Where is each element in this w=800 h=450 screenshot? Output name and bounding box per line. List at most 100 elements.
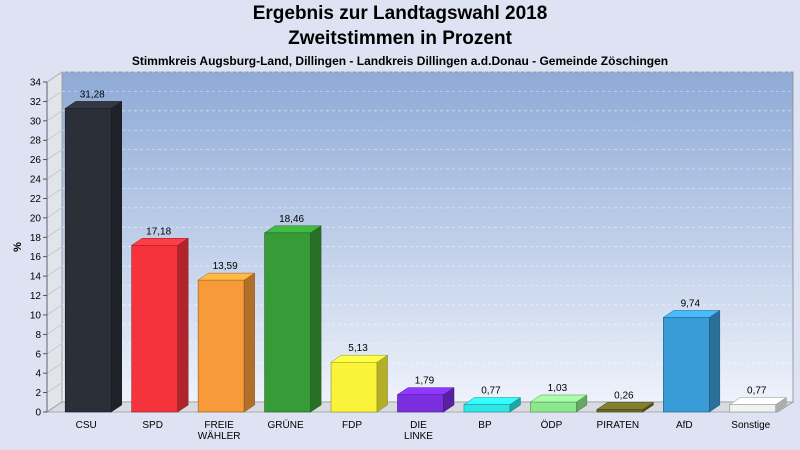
chart-subtitle: Zweitstimmen in Prozent — [288, 28, 512, 49]
gridline-side — [46, 382, 63, 393]
gridline-side — [46, 343, 63, 355]
y-tick-label: 8 — [35, 330, 41, 341]
bar-value-label: 13,59 — [213, 261, 238, 272]
x-tick-label: PIRATEN — [597, 420, 640, 431]
bar — [663, 317, 710, 413]
y-tick-label: 22 — [30, 194, 42, 205]
bar — [596, 409, 644, 413]
gridline-side — [46, 91, 63, 102]
y-tick-label: 34 — [30, 78, 42, 89]
bar-group: 0,77 — [463, 386, 522, 413]
bar-top — [596, 402, 655, 410]
bar-top — [64, 101, 123, 109]
gridline-side — [46, 207, 63, 219]
bar-group: 18,46 — [263, 214, 322, 413]
bar-side — [110, 100, 122, 413]
bar — [64, 108, 112, 413]
gridline-side — [46, 149, 63, 160]
bar-group: 13,59 — [197, 261, 256, 413]
x-tick-label: AfD — [676, 420, 693, 431]
bar — [530, 401, 577, 413]
x-tick-label: ÖDP — [541, 419, 563, 431]
x-tick-label: GRÜNE — [268, 419, 304, 431]
gridline-side — [46, 188, 63, 199]
bar-top — [197, 272, 256, 281]
gridline-side — [46, 168, 63, 180]
y-tick-label: 30 — [30, 116, 42, 127]
x-tick-label: DIE — [410, 420, 427, 431]
x-tick-label: FDP — [342, 420, 362, 431]
chart-title: Ergebnis zur Landtagswahl 2018 — [252, 3, 548, 24]
bar-value-label: 17,18 — [146, 226, 171, 237]
gridline-side — [46, 246, 63, 257]
bar-value-label: 0,26 — [614, 390, 634, 401]
bar-value-label: 0,77 — [747, 386, 767, 397]
chart-location: Stimmkreis Augsburg-Land, Dillingen - La… — [131, 54, 669, 68]
bar-group: 0,77 — [728, 386, 788, 413]
bar-side — [243, 272, 255, 413]
bar-top — [529, 394, 588, 403]
x-tick-label: BP — [478, 420, 492, 431]
gridline-side — [46, 227, 63, 238]
bar — [397, 394, 444, 413]
bars: 31,28 17,18 13,59 18,46 5,13 1,79 0,77 1,03 0,26… — [64, 89, 788, 413]
bar-side — [177, 237, 189, 413]
y-tick-label: 12 — [30, 291, 42, 302]
x-tick-label: LINKE — [404, 431, 433, 442]
bar-side — [709, 309, 721, 413]
bar — [729, 404, 777, 413]
y-tick-label: 4 — [35, 369, 41, 380]
y-tick-label: 2 — [35, 388, 41, 399]
bar-group: 1,03 — [529, 383, 588, 413]
bar — [131, 244, 178, 413]
x-tick-label: Sonstige — [731, 420, 770, 431]
x-tick-label: WÄHLER — [198, 430, 241, 442]
gridline-side — [46, 304, 63, 316]
y-tick-label: 16 — [30, 252, 42, 263]
gridline-side — [46, 285, 63, 296]
bar-group: 17,18 — [130, 226, 190, 413]
gridline-side — [46, 324, 63, 335]
bar-top — [662, 310, 721, 318]
bar-value-label: 31,28 — [80, 89, 105, 100]
bar-value-label: 9,74 — [681, 298, 701, 309]
bar-side — [310, 225, 322, 413]
y-tick-label: 14 — [30, 272, 42, 283]
plot-side-wall — [46, 71, 63, 413]
bar — [330, 361, 378, 413]
bar-value-label: 1,03 — [548, 383, 568, 394]
bar-top — [463, 397, 522, 405]
bar-value-label: 0,77 — [481, 386, 501, 397]
bar — [197, 279, 245, 413]
x-tick-label: SPD — [142, 420, 163, 431]
bar-top — [396, 387, 455, 395]
y-axis-label: % — [12, 242, 24, 252]
y-tick-label: 26 — [30, 155, 42, 166]
y-tick-label: 0 — [35, 408, 41, 419]
y-tick-label: 28 — [30, 136, 42, 147]
bar-top — [263, 225, 322, 234]
x-tick-label: FREIE — [204, 420, 234, 431]
bar-group: 5,13 — [330, 343, 389, 413]
bar-value-label: 1,79 — [415, 376, 435, 387]
y-tick-label: 20 — [30, 213, 42, 224]
y-tick-label: 18 — [30, 233, 42, 244]
bar-group: 1,79 — [396, 376, 455, 413]
gridline-side — [46, 265, 63, 277]
y-tick-label: 24 — [30, 175, 42, 186]
bar — [264, 232, 311, 413]
bar-group: 9,74 — [662, 298, 721, 413]
bar-group: 0,26 — [596, 390, 655, 413]
bar-side — [376, 354, 388, 413]
x-tick-label: CSU — [76, 420, 97, 431]
bar-top — [728, 397, 788, 405]
gridline-side — [46, 71, 63, 83]
y-tick-label: 32 — [30, 97, 42, 108]
bar — [463, 404, 511, 413]
gridline-side — [46, 110, 63, 122]
y-tick-label: 6 — [35, 349, 41, 360]
bar-value-label: 5,13 — [348, 343, 368, 354]
gridline-side — [46, 362, 63, 374]
